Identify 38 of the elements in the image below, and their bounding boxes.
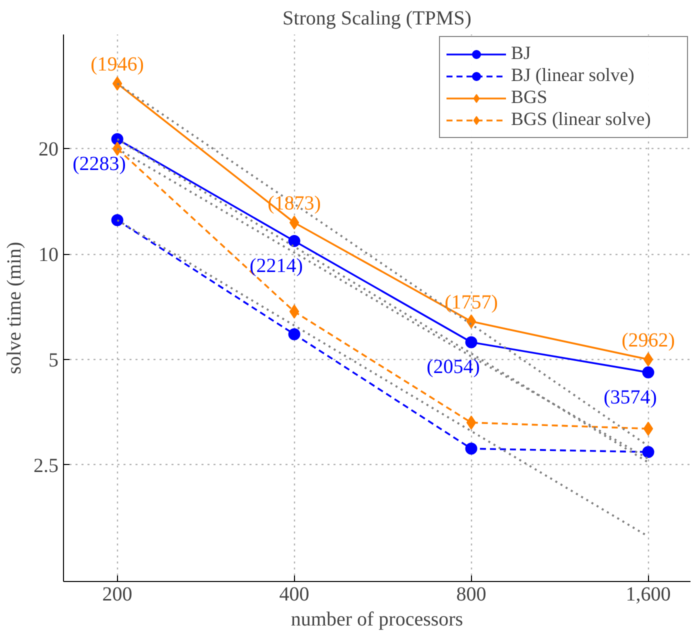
point (643, 352, 654, 366)
point (288, 234, 300, 247)
x-tick-label: 200 (102, 584, 132, 606)
point (465, 336, 478, 348)
annotation: (2214) (250, 254, 303, 277)
point (642, 446, 654, 458)
legend-label: BGS (linear solve) (511, 109, 652, 131)
annotation: (1873) (268, 192, 321, 215)
point (643, 422, 654, 436)
point (466, 314, 476, 328)
annotation: (1757) (444, 291, 498, 314)
annotation: (2962) (622, 329, 675, 352)
annotation: (2283) (72, 153, 126, 176)
y-tick-label: 5 (48, 349, 58, 372)
x-tick-label: 800 (456, 584, 486, 606)
point (642, 366, 654, 378)
point (111, 214, 124, 226)
chart-title: Strong Scaling (TPMS) (282, 8, 472, 30)
legend-label: BJ (511, 43, 532, 65)
x-tick-label: 400 (279, 584, 310, 606)
point (466, 416, 476, 430)
annotation: (2054) (426, 356, 480, 378)
point (112, 76, 122, 91)
legend-label: BGS (511, 87, 548, 109)
point (289, 216, 300, 230)
point (288, 328, 300, 340)
x-tick-label: 1,600 (626, 584, 671, 606)
legend-label: BJ (linear solve) (511, 65, 636, 87)
point (289, 304, 300, 319)
annotation: (3574) (604, 386, 657, 408)
y-tick-label: 10 (38, 244, 58, 266)
point (112, 142, 122, 156)
y-tick-label: 20 (38, 138, 58, 161)
x-axis-title: number of processors (290, 608, 464, 630)
y-tick-label: 2.5 (34, 454, 58, 477)
annotation: (1946) (90, 54, 144, 76)
y-axis-title: solve time (min) (4, 242, 26, 374)
point (465, 442, 478, 455)
